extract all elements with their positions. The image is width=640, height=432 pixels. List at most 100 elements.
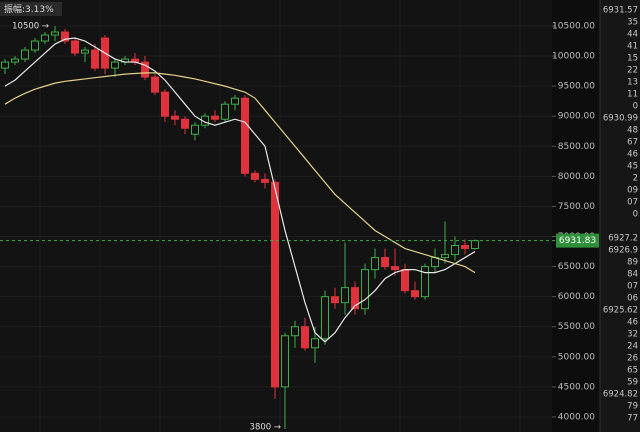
y-tick-label: 8000.00 [558, 172, 595, 182]
candle-body [461, 245, 469, 250]
candle-body [151, 76, 159, 93]
y-tick-label: 6500.00 [558, 262, 595, 272]
side-panel-value: 09 [627, 186, 638, 196]
side-panel-value: 65 [627, 366, 638, 376]
side-panel-value: 07 [627, 282, 638, 292]
side-panel-value: 6930.99 [603, 114, 638, 124]
candle-body [111, 61, 119, 69]
candle-body [351, 287, 359, 310]
candle-body [51, 31, 59, 36]
y-tick-label: 4500.00 [558, 382, 595, 392]
candle-body [381, 257, 389, 268]
candle-body [391, 266, 399, 271]
side-panel-value: 46 [627, 150, 638, 160]
side-panel-value: 84 [627, 270, 638, 280]
candle-body [141, 61, 149, 78]
amplitude-bg [0, 2, 62, 16]
side-panel-value: 79 [627, 402, 638, 412]
side-panel-value: 15 [627, 54, 638, 64]
side-panel-value: 06 [627, 294, 638, 304]
candle-body [161, 91, 169, 117]
candle-body [291, 326, 299, 337]
candle-body [171, 115, 179, 120]
y-tick-label: 5500.00 [558, 322, 595, 332]
candle-body [231, 97, 239, 105]
side-panel-value: 67 [627, 138, 638, 148]
y-tick-label: 8500.00 [558, 142, 595, 152]
y-tick-label: 10500.00 [552, 21, 595, 31]
candle-body [361, 269, 369, 310]
candle-body [1, 61, 9, 69]
candle-body [301, 326, 309, 349]
candle-body [401, 269, 409, 292]
side-panel-value: 89 [627, 258, 638, 268]
side-panel-value: 2 [633, 174, 638, 184]
y-tick-label: 5000.00 [558, 352, 595, 362]
candle-body [21, 49, 29, 60]
candle-body [61, 31, 69, 42]
candle-body [11, 58, 19, 63]
y-tick-label: 9500.00 [558, 82, 595, 92]
y-tick-label: 10000.00 [552, 52, 595, 62]
side-panel-value: 07 [627, 198, 638, 208]
side-panel-value: 77 [627, 414, 638, 424]
last-price-label: 6931.83 [559, 236, 596, 246]
candle-body [241, 97, 249, 174]
candle-body [251, 172, 259, 180]
candle-body [441, 254, 449, 259]
candle-body [451, 245, 459, 256]
ma-line [4, 37, 476, 343]
side-panel-value: 46 [627, 318, 638, 328]
side-panel-value: 26 [627, 354, 638, 364]
side-panel-value: 13 [627, 78, 638, 88]
candle-body [71, 40, 79, 54]
candle-body [221, 103, 229, 120]
side-panel-value: 45 [627, 162, 638, 172]
side-panel-value: 35 [627, 18, 638, 28]
candle-body [411, 290, 419, 298]
y-tick-label: 6000.00 [558, 292, 595, 302]
side-panel-value: 6925.62 [603, 306, 638, 316]
side-panel-value: 6931.57 [603, 6, 638, 16]
min-annotation: 3800 → [250, 423, 281, 432]
side-panel-value: 0 [633, 210, 638, 220]
side-panel-value: 32 [627, 330, 638, 340]
last-price-bg [556, 233, 599, 248]
side-panel-value: 59 [627, 378, 638, 388]
y-tick-label: 4000.00 [558, 412, 595, 422]
candle-body [181, 118, 189, 129]
side-panel-value: 48 [627, 126, 638, 136]
side-panel-value: 41 [627, 42, 638, 52]
candle-body [421, 266, 429, 298]
candle-body [281, 335, 289, 388]
y-tick-label: 9000.00 [558, 112, 595, 122]
side-panel-value: 24 [627, 342, 638, 352]
side-panel-value: 6927.2 [608, 234, 638, 244]
candle-body [331, 296, 339, 304]
side-panel-bg [600, 0, 640, 432]
side-panel-value: 6924.82 [603, 390, 638, 400]
side-panel-value: 11 [627, 90, 638, 100]
candle-body [191, 124, 199, 135]
candle-body [41, 34, 49, 42]
candle-body [371, 257, 379, 271]
price-axis-bg [552, 0, 600, 432]
candle-body [321, 296, 329, 340]
side-panel-value: 44 [627, 30, 638, 40]
amplitude-label: 振幅:3.13% [4, 3, 54, 15]
candle-body [261, 178, 269, 183]
candle-body [311, 338, 319, 349]
max-annotation: 10500 → [12, 21, 49, 31]
candle-body [211, 115, 219, 120]
candle-body [91, 49, 99, 69]
candle-body [31, 40, 39, 51]
side-panel-value: 22 [627, 66, 638, 76]
candle-body [81, 49, 89, 54]
side-panel-value: 6926.9 [608, 246, 638, 256]
y-tick-label: 7500.00 [558, 202, 595, 212]
side-panel-value: 0 [633, 102, 638, 112]
candle-body [471, 240, 479, 250]
ma-line [4, 72, 476, 274]
candle-body [341, 287, 349, 304]
